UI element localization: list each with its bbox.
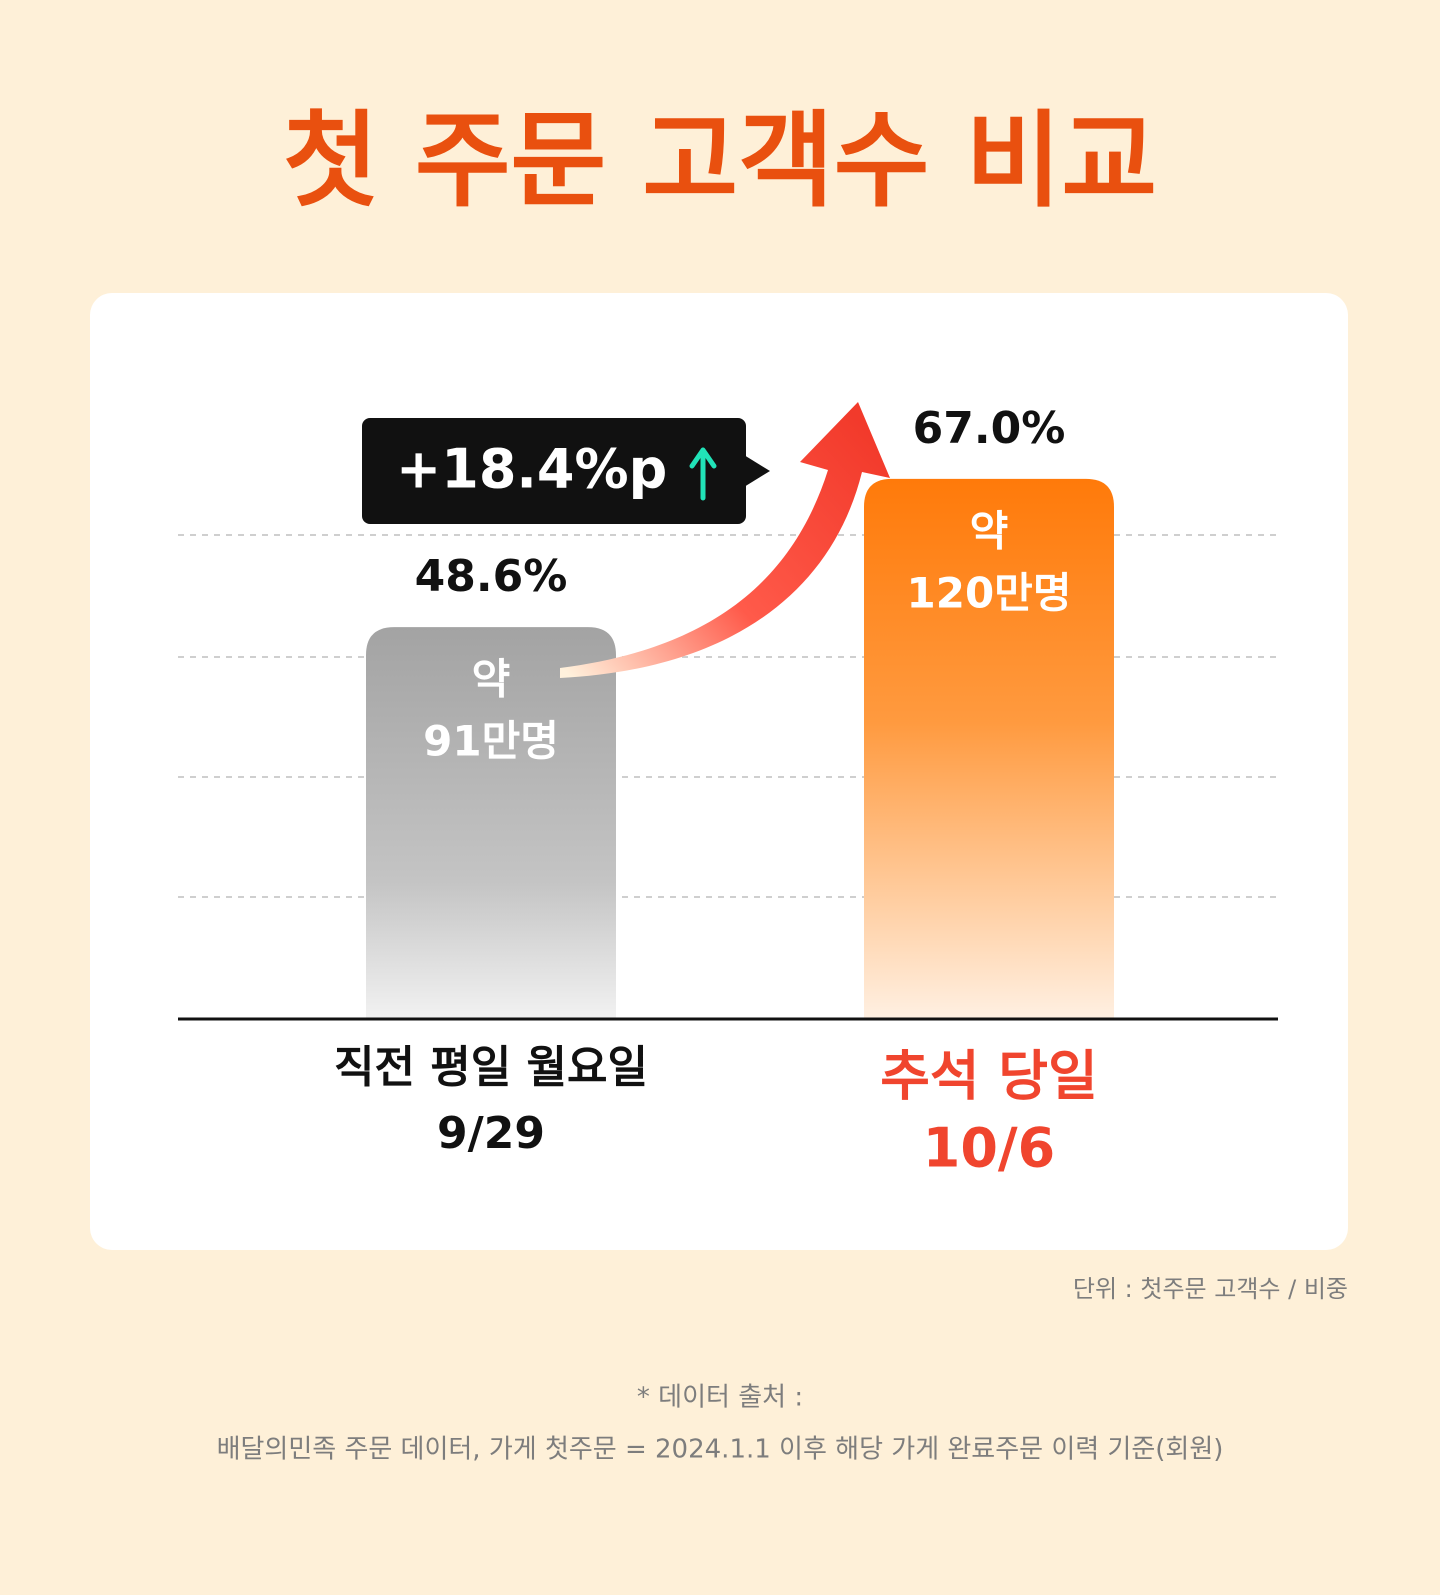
value-label: 67.0% [913, 403, 1066, 454]
annotation: +18.4%p [362, 418, 770, 524]
bar [366, 627, 616, 1019]
growth-arrow [560, 402, 890, 678]
x-tick-label: 직전 평일 월요일 [334, 1042, 648, 1093]
bar-label: 91만명 [423, 717, 559, 766]
bar-label: 약 [970, 506, 1009, 555]
bar-label: 120만명 [907, 568, 1072, 617]
x-tick-date: 10/6 [923, 1117, 1055, 1180]
unit-note: 단위 : 첫주문 고객수 / 비중 [1073, 1275, 1348, 1303]
bar [864, 478, 1114, 1019]
x-tick-date: 9/29 [437, 1108, 545, 1159]
bar-label: 약 [472, 655, 511, 704]
source: * 데이터 출처 : [637, 1383, 803, 1413]
source: 배달의민족 주문 데이터, 가게 첫주문 = 2024.1.1 이후 해당 가게… [217, 1435, 1224, 1465]
value-label: 48.6% [415, 551, 568, 602]
x-tick-label: 추석 당일 [880, 1045, 1098, 1108]
chart-title: 첫 주문 고객수 비교 [283, 99, 1157, 221]
annotation-text: +18.4%p [396, 438, 667, 501]
